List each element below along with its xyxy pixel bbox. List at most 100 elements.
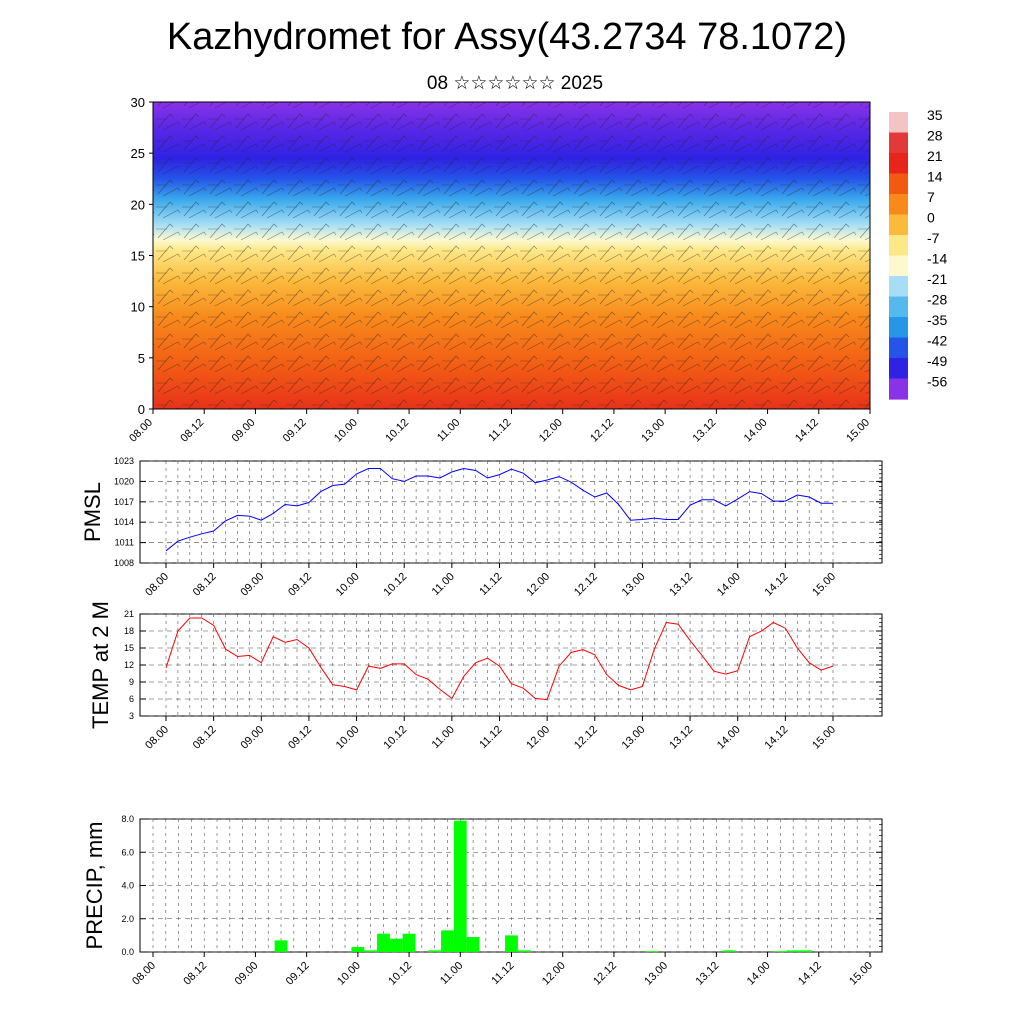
heatmap-x-tick-label: 13.12	[691, 417, 719, 445]
panel-x-tick-label: 13.00	[620, 724, 648, 752]
panel-x-tick-label: 09.12	[286, 571, 314, 599]
heatmap-x-tick-label: 12.12	[588, 417, 616, 445]
panel-x-tick-label: 09.00	[238, 571, 266, 599]
precip-bar	[351, 947, 365, 952]
heatmap-x-tick-label: 09.00	[230, 417, 258, 445]
panel-x-tick-label: 08.00	[143, 571, 171, 599]
panel-y-tick-label: 21	[124, 609, 134, 619]
panel-x-tick-label: 12.00	[524, 724, 552, 752]
precip-bar	[645, 951, 659, 952]
panel-y-tick-label: 0.0	[121, 947, 134, 957]
colorbar: 35 28 21 14 7 0 -7 -14 -21 -28 -35 -42 -49 -56	[889, 107, 947, 400]
panel-x-tick-label: 12.12	[572, 724, 600, 752]
heatmap-x-tick-label: 14.00	[742, 417, 770, 445]
heatmap-x-tick-label: 08.12	[178, 417, 206, 445]
panel-x-tick-label: 10.12	[386, 960, 414, 988]
panel-y-tick-label: 1008	[114, 558, 134, 568]
panel-x-tick-label: 14.12	[763, 724, 791, 752]
colorbar-label: -7	[927, 230, 940, 246]
panel-x-tick-label: 10.00	[334, 571, 362, 599]
heatmap-x-tick-label: 12.00	[537, 417, 565, 445]
precip-bar	[773, 951, 787, 952]
heatmap-x-tick-label: 11.12	[486, 417, 513, 444]
cross-section-heatmap: 0 5 10 15 20 25 30 08.00 08.12 09.00 09.12 10.00 10.…	[127, 95, 872, 445]
heatmap-y-tick-label: 5	[138, 351, 145, 366]
colorbar-swatch	[889, 235, 908, 257]
panel-y-tick-label: 8.0	[121, 814, 134, 824]
heatmap-x-tick-label: 09.12	[281, 417, 309, 445]
panel-x-tick-label: 08.12	[191, 571, 219, 599]
panel-x-tick-label: 11.12	[477, 724, 504, 751]
panel-x-tick-label: 09.12	[286, 724, 314, 752]
chart-title: Kazhydromet for Assy(43.2734 78.1072)	[166, 16, 848, 58]
panel-x-tick-label: 11.00	[438, 960, 465, 987]
precip-bar	[517, 950, 531, 952]
precip-bar	[389, 938, 403, 952]
colorbar-label: 14	[927, 169, 943, 185]
panel-x-tick-label: 10.00	[334, 724, 362, 752]
panel-x-tick-label: 13.12	[667, 571, 695, 599]
panel-x-tick-label: 08.00	[143, 724, 171, 752]
panel-y-axis-title: PRECIP, mm	[82, 822, 107, 950]
colorbar-label: -21	[927, 271, 947, 287]
series-line	[165, 617, 834, 701]
panel-y-tick-label: 1011	[115, 538, 134, 548]
colorbar-swatch	[889, 337, 908, 359]
panel-x-tick-label: 08.12	[181, 960, 209, 988]
heatmap-x-tick-label: 08.00	[127, 417, 155, 445]
precip-bar	[441, 930, 454, 952]
panel-x-tick-label: 08.00	[130, 960, 158, 988]
colorbar-swatch	[889, 153, 908, 175]
colorbar-swatch	[889, 255, 908, 277]
panel-x-tick-label: 10.12	[381, 724, 409, 752]
panel-y-tick-label: 1017	[114, 497, 134, 507]
panel-y-tick-label: 18	[124, 626, 134, 636]
panel-x-tick-label: 10.12	[381, 571, 409, 599]
panel-x-tick-label: 11.12	[477, 571, 504, 598]
panel-x-tick-label: 12.12	[572, 571, 600, 599]
precip-bar	[505, 935, 518, 952]
colorbar-label: -56	[927, 374, 947, 390]
colorbar-label: -42	[927, 333, 947, 349]
panel-y-axis-title: TEMP at 2 M	[88, 601, 113, 729]
heatmap-x-tick-label: 14.12	[793, 417, 821, 445]
colorbar-swatch	[889, 112, 908, 134]
panel-y-axis-title: PMSL	[80, 482, 105, 542]
precip-bar	[402, 933, 416, 952]
panel-x-tick-label: 09.00	[238, 724, 266, 752]
panel-x-tick-label: 15.00	[847, 960, 875, 988]
panel-y-tick-label: 2.0	[121, 914, 134, 924]
panel-y-tick-label: 1014	[114, 517, 134, 527]
precip-bar	[364, 950, 378, 952]
panel-x-tick-label: 11.12	[489, 960, 516, 987]
colorbar-swatch	[889, 173, 908, 195]
precip-bar	[377, 933, 390, 952]
panel-y-tick-label: 4.0	[121, 881, 134, 891]
panel-x-tick-label: 09.12	[284, 960, 312, 988]
panel-x-tick-label: 11.00	[430, 571, 457, 598]
heatmap-y-tick-label: 10	[131, 300, 145, 315]
panel-y-tick-label: 3	[129, 711, 134, 721]
panel-y-tick-label: 1023	[114, 456, 134, 466]
panel-x-tick-label: 14.00	[715, 724, 743, 752]
heatmap-y-tick-label: 15	[131, 249, 145, 264]
panel-x-tick-label: 13.00	[620, 571, 648, 599]
colorbar-label: 21	[927, 148, 943, 164]
heatmap-x-tick-label: 10.00	[332, 417, 360, 445]
panel-x-tick-label: 14.00	[745, 960, 773, 988]
wind-barbs	[153, 102, 870, 409]
colorbar-swatch	[889, 296, 908, 318]
precip-bar	[799, 950, 813, 952]
heatmap-y-tick-label: 25	[131, 146, 145, 161]
colorbar-label: 28	[927, 128, 943, 144]
precip-bar	[466, 937, 480, 952]
precip-bar	[453, 820, 467, 952]
heatmap-y-tick-label: 30	[131, 95, 145, 110]
panel-x-tick-label: 12.00	[524, 571, 552, 599]
panel-x-tick-label: 12.12	[591, 960, 619, 988]
panel-x-tick-label: 13.12	[694, 960, 722, 988]
panel-x-tick-label: 15.00	[810, 571, 838, 599]
heatmap-x-tick-label: 10.12	[383, 417, 411, 445]
heatmap-y-tick-label: 0	[138, 402, 145, 417]
